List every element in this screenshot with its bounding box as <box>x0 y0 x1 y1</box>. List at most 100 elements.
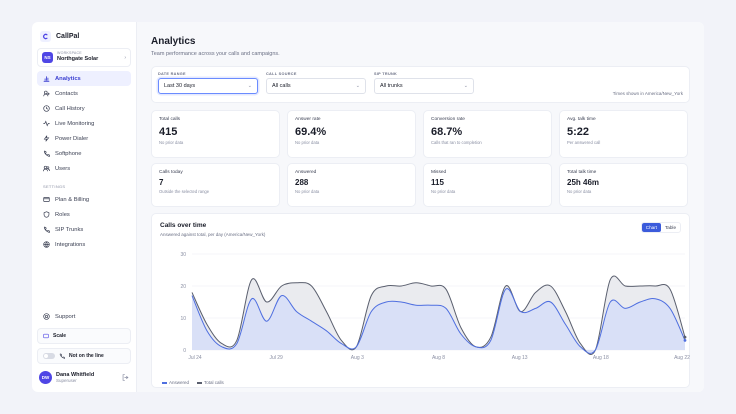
sidebar-item-analytics[interactable]: Analytics <box>37 71 131 86</box>
x-tick-label: Aug 8 <box>432 355 445 361</box>
stat-card-conversion-rate: Conversion rate 68.7% Calls that ran to … <box>423 110 552 158</box>
x-tick-label: Jul 29 <box>269 355 283 361</box>
stat-value: 115 <box>431 178 444 187</box>
stat-note: No prior data <box>295 140 320 145</box>
card-icon <box>43 333 49 339</box>
history-icon <box>43 105 50 112</box>
stat-note: No prior data <box>567 189 592 194</box>
date-range-value: Last 30 days <box>164 83 196 89</box>
sidebar-item-power-dialer[interactable]: Power Dialer <box>37 131 131 146</box>
table-view-button[interactable]: Table <box>665 225 676 230</box>
calls-over-time-card: Calls over time Answered against total, … <box>151 213 690 388</box>
call-source-value: All calls <box>272 83 291 89</box>
call-source-select[interactable]: All calls ⌄ <box>266 78 366 94</box>
sidebar-item-label: Integrations <box>55 241 86 248</box>
stat-value: 69.4% <box>295 126 327 138</box>
sidebar-item-label: Power Dialer <box>55 135 89 142</box>
total-calls-point <box>683 335 687 339</box>
stat-card-answered: Answered 288 No prior data <box>287 163 416 207</box>
legend-total: Total calls <box>197 380 224 385</box>
sip-trunk-label: SIP TRUNK <box>374 72 398 76</box>
stat-card-total-talk-time: Total talk time 25h 46m No prior data <box>559 163 688 207</box>
callpal-logo-icon <box>40 30 51 42</box>
main-content: Analytics Team performance across your c… <box>137 22 704 392</box>
bar-chart-icon <box>43 76 50 82</box>
support-icon <box>43 313 50 320</box>
stats-grid: Total calls 415 No prior data Answer rat… <box>151 110 690 207</box>
plan-label: Scale <box>53 333 67 339</box>
stat-card-total-calls: Total calls 415 No prior data <box>151 110 280 158</box>
sidebar-item-integrations[interactable]: Integrations <box>37 237 131 252</box>
sidebar-item-live-monitoring[interactable]: Live Monitoring <box>37 116 131 131</box>
phone-icon <box>59 353 65 359</box>
sidebar-item-contacts[interactable]: Contacts <box>37 86 131 101</box>
stat-note: No prior data <box>431 189 456 194</box>
stat-value: 7 <box>159 178 164 187</box>
brand[interactable]: CallPal <box>40 30 131 42</box>
workspace-switcher[interactable]: NS WORKSPACE Northgate Solar › <box>37 48 131 67</box>
sip-trunk-value: All trunks <box>380 83 403 89</box>
sip-trunk-select[interactable]: All trunks ⌄ <box>374 78 474 94</box>
x-tick-label: Aug 13 <box>512 355 528 361</box>
y-tick-label: 0 <box>183 348 186 354</box>
contacts-icon <box>43 90 50 97</box>
pulse-icon <box>43 120 50 127</box>
legend-label: Total calls <box>204 380 224 385</box>
plan-badge[interactable]: Scale <box>37 328 131 344</box>
user-menu[interactable]: DW Dana Whitfield Superuser <box>37 368 131 387</box>
sidebar-item-label: Call History <box>55 105 85 112</box>
stat-label: Total calls <box>159 117 181 122</box>
page-title: Analytics <box>151 36 196 47</box>
sidebar-item-label: Softphone <box>55 150 82 157</box>
stat-note: Per answered call <box>567 140 601 145</box>
user-name: Dana Whitfield <box>56 371 95 378</box>
stat-note: Calls that ran to completion <box>431 140 482 145</box>
date-range-label: DATE RANGE <box>158 72 186 76</box>
shield-icon <box>43 211 50 218</box>
sidebar-item-support[interactable]: Support <box>37 309 131 324</box>
dialer-icon <box>43 135 50 142</box>
sidebar-item-roles[interactable]: Roles <box>37 207 131 222</box>
stat-note: Outside the selected range <box>159 189 210 194</box>
settings-section-label: SETTINGS <box>43 184 66 189</box>
sidebar-item-call-history[interactable]: Call History <box>37 101 131 116</box>
logout-icon[interactable] <box>122 374 129 381</box>
answered-point <box>683 339 687 342</box>
stat-label: Conversion rate <box>431 117 465 122</box>
stat-value: 68.7% <box>431 126 463 138</box>
stat-label: Total talk time <box>567 170 597 175</box>
stat-card-calls-today: Calls today 7 Outside the selected range <box>151 163 280 207</box>
sidebar-item-users[interactable]: Users <box>37 161 131 176</box>
stat-value: 5:22 <box>567 126 590 138</box>
line-status-toggle[interactable] <box>43 353 55 359</box>
date-range-select[interactable]: Last 30 days ⌄ <box>158 78 258 94</box>
stat-value: 415 <box>159 126 178 138</box>
sidebar-item-plan-billing[interactable]: Plan & Billing <box>37 192 131 207</box>
chart-subtitle: Answered against total, per day (America… <box>160 232 266 237</box>
calls-chart: 0 10 20 30 Jul 24 Jul 29 Aug 3 Aug 8 Aug 13 Aug 1… <box>180 252 690 361</box>
call-source-label: CALL SOURCE <box>266 72 297 76</box>
sidebar-item-label: Plan & Billing <box>55 196 90 203</box>
timezone-note: Times shown in America/New_York <box>612 91 683 96</box>
stat-value: 25h 46m <box>567 178 600 187</box>
date-range-filter: DATE RANGE Last 30 days ⌄ <box>158 72 258 97</box>
sidebar-item-sip-trunks[interactable]: SIP Trunks <box>37 222 131 237</box>
call-source-filter: CALL SOURCE All calls ⌄ <box>266 72 366 97</box>
stat-label: Avg. talk time <box>567 117 596 122</box>
phone-icon <box>43 150 50 157</box>
x-tick-label: Jul 24 <box>188 355 202 361</box>
chart-view-button[interactable]: Chart <box>641 223 662 232</box>
sidebar-item-label: Support <box>55 313 76 320</box>
answered-area <box>192 288 685 354</box>
stat-card-avg-talk-time: Avg. talk time 5:22 Per answered call <box>559 110 688 158</box>
stat-value: 288 <box>295 178 309 187</box>
sidebar-item-label: Analytics <box>55 75 81 82</box>
sidebar-item-label: Users <box>55 165 71 172</box>
chevron-down-icon: ⌄ <box>463 83 468 89</box>
legend-label: Answered <box>169 380 190 385</box>
legend-answered: Answered <box>162 380 189 385</box>
view-toggle: Chart Table <box>640 222 681 233</box>
sidebar-item-softphone[interactable]: Softphone <box>37 146 131 161</box>
y-tick-label: 30 <box>180 252 186 258</box>
stat-label: Missed <box>431 170 447 175</box>
